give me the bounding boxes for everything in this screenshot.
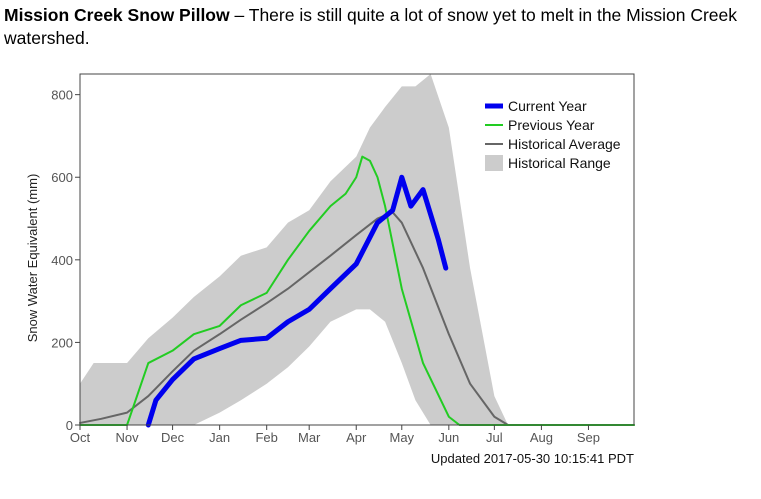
y-tick-label: 600 — [51, 170, 73, 185]
x-tick-label: Mar — [298, 430, 321, 445]
axes-layer: 0 200 400 600 800 Oct Nov Dec Jan Feb Mar Apr May Jun… — [51, 73, 635, 445]
x-tick-label: Oct — [70, 430, 91, 445]
caption-text: – There is still quite a lot of snow yet… — [4, 5, 738, 48]
x-tick-label: Feb — [255, 430, 277, 445]
legend: Current Year Previous Year Historical Aver… — [485, 98, 621, 171]
previous-year-line — [79, 155, 635, 426]
y-tick-label: 400 — [51, 253, 73, 268]
legend-historical-range-swatch — [485, 155, 503, 171]
x-tick-label: Nov — [115, 430, 139, 445]
y-tick-label: 0 — [66, 418, 73, 433]
x-tick-label: Jul — [486, 430, 503, 445]
historical-average-line — [79, 211, 635, 426]
caption: Mission Creek Snow Pillow – There is sti… — [4, 4, 756, 50]
x-tick-label: Dec — [161, 430, 185, 445]
legend-current-year-label: Current Year — [508, 98, 587, 114]
historical-range-band — [80, 74, 509, 425]
caption-title: Mission Creek Snow Pillow — [4, 5, 230, 25]
legend-historical-range-label: Historical Range — [508, 155, 611, 171]
y-axis-label: Snow Water Equivalent (mm) — [25, 174, 40, 343]
x-tick-label: Jun — [438, 430, 459, 445]
x-tick-label: Jan — [209, 430, 230, 445]
updated-label: Updated 2017-05-30 10:15:41 PDT — [431, 451, 634, 466]
y-tick-label: 200 — [51, 335, 73, 350]
legend-historical-average-label: Historical Average — [508, 136, 621, 152]
plot-frame — [79, 73, 635, 426]
historical-range-layer — [80, 74, 509, 425]
current-year-line — [145, 174, 449, 428]
legend-previous-year-label: Previous Year — [508, 117, 595, 133]
x-tick-label: Aug — [530, 430, 553, 445]
x-tick-label: Sep — [577, 430, 600, 445]
x-tick-label: May — [389, 430, 414, 445]
series-layer — [79, 155, 635, 428]
x-tick-label: Apr — [346, 430, 367, 445]
y-tick-label: 800 — [51, 88, 73, 103]
